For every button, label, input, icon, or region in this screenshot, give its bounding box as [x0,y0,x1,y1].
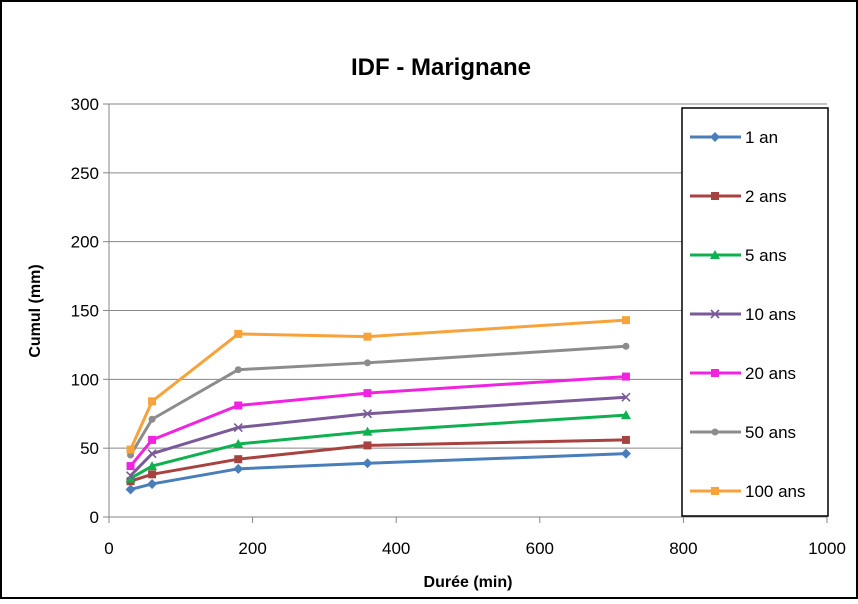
data-point [363,332,372,341]
legend-label: 20 ans [745,364,796,383]
data-point [233,422,243,433]
legend-marker [711,192,719,200]
data-point [621,372,630,381]
data-point [147,461,158,471]
x-tick-label: 200 [238,539,266,558]
data-point [148,435,157,444]
data-point [125,473,136,483]
legend-label: 100 ans [745,482,806,501]
data-point [363,441,372,450]
data-point [147,478,158,489]
legend-label: 2 ans [745,187,787,206]
x-tick-label: 400 [382,539,410,558]
data-point [362,458,373,469]
data-point [363,359,371,367]
legend-marker [710,250,720,259]
data-point [622,342,630,350]
x-tick-label: 1000 [808,539,846,558]
legend-label: 50 ans [745,423,796,442]
data-point [234,455,243,464]
data-point [621,392,631,402]
legend: 1 an 2 ans 5 ans 10 ans 20 ans 50 ans 100 ans [681,107,829,517]
legend-marker [711,428,719,436]
data-point [234,366,242,374]
x-tick-label: 600 [526,539,554,558]
legend-marker [710,309,720,319]
data-point [234,329,243,338]
y-tick-label: 100 [71,370,99,389]
legend-label: 5 ans [745,246,787,265]
y-tick-label: 50 [80,439,99,458]
data-point [125,484,136,495]
legend-marker [711,369,719,377]
data-point [620,448,631,459]
data-point [125,471,136,481]
data-point [621,435,630,444]
legend-marker [710,132,720,142]
legend-label: 1 an [745,128,778,147]
y-tick-label: 300 [71,95,99,114]
data-point [621,316,630,325]
data-point [362,426,373,436]
y-axis-label: Cumul (mm) [27,264,44,357]
y-tick-label: 150 [71,302,99,321]
legend-marker [711,487,719,495]
x-axis-label: Durée (min) [424,574,513,591]
legend-box [681,107,829,517]
data-point [148,415,156,423]
data-point [233,439,244,449]
data-point [148,470,157,479]
y-tick-label: 200 [71,233,99,252]
data-point [147,449,157,459]
data-point [362,409,373,419]
y-tick-label: 0 [90,508,99,527]
data-point [620,410,631,420]
x-tick-label: 800 [669,539,697,558]
chart-title: IDF - Marignane [351,54,531,81]
data-point [126,462,135,471]
x-tick-label: 0 [104,539,113,558]
data-point [363,389,372,398]
data-point [234,401,243,410]
data-point [233,463,244,474]
y-tick-label: 250 [71,164,99,183]
legend-label: 10 ans [745,305,796,324]
data-point [126,445,135,454]
data-point [148,397,157,406]
